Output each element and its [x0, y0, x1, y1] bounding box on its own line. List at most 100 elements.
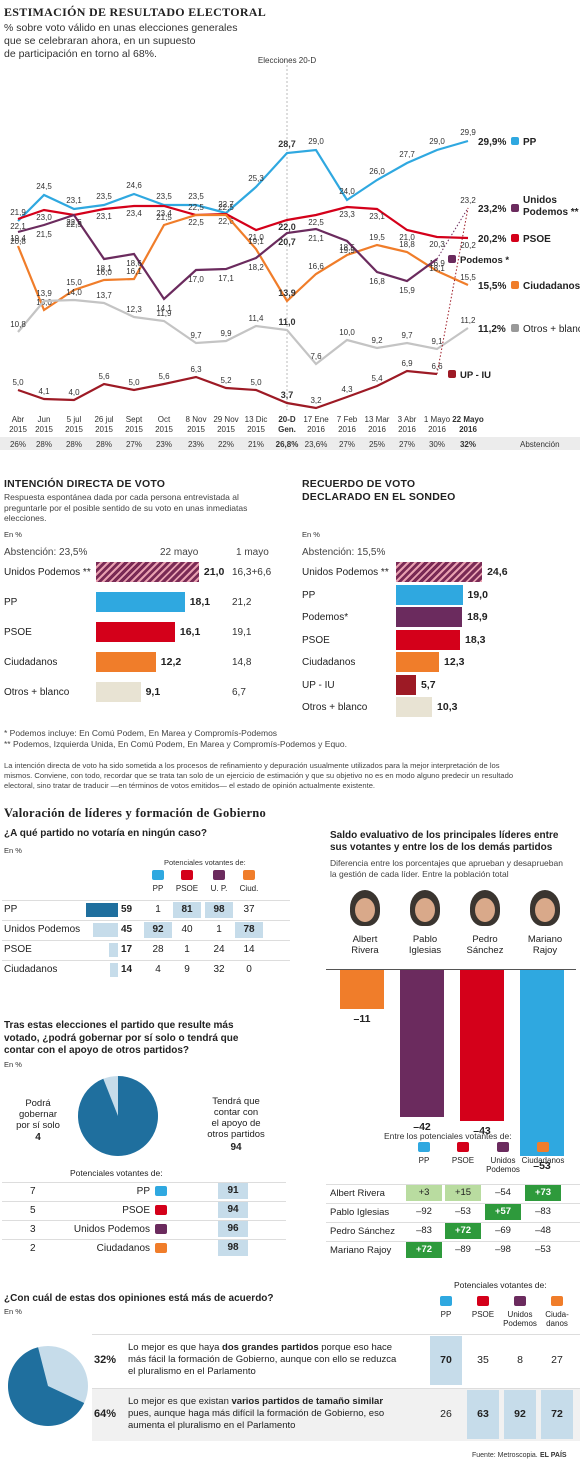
data-label: 15,0	[66, 278, 82, 287]
data-label: 4,0	[68, 388, 80, 397]
x-tick-label: Jun	[38, 415, 51, 424]
data-label: 10,0	[339, 328, 355, 337]
data-label: 3,7	[281, 390, 294, 400]
data-label: 9,9	[220, 329, 232, 338]
series-line-ciudadanos	[16, 213, 469, 312]
x-tick-label: Oct	[158, 415, 171, 424]
data-label: 23,2	[460, 196, 476, 205]
abstention-value: 26%	[10, 440, 26, 449]
table-row	[326, 1203, 580, 1221]
cell-value: 8	[517, 1354, 523, 1366]
data-label: 22,1	[10, 222, 26, 231]
cell-value: –89	[455, 1244, 471, 1255]
abstention-band	[0, 437, 580, 450]
table-row	[2, 1201, 286, 1219]
row-label: PSOE	[122, 1205, 150, 1216]
saldo-desc: Diferencia entre los porcentajes que apr…	[330, 858, 563, 879]
data-label: 9,7	[401, 331, 413, 340]
bar-label: PSOE	[4, 627, 32, 638]
bar	[96, 562, 199, 582]
previous-value: 19,1	[232, 627, 252, 638]
bar-label: Otros + blanco	[302, 702, 368, 713]
data-label: 22,5	[218, 203, 234, 212]
previous-value: 6,7	[232, 687, 246, 698]
podemos-logo-icon	[448, 255, 456, 263]
bar	[520, 970, 564, 1156]
table-row	[326, 1222, 580, 1240]
data-label: 11,4	[249, 314, 265, 323]
data-label: 22,7	[218, 200, 234, 209]
data-label: 22,5	[308, 218, 324, 227]
cell-value: 92	[504, 1390, 536, 1439]
bar	[96, 682, 141, 702]
bar	[400, 970, 444, 1117]
data-label: 19,9	[339, 246, 355, 255]
end-party-label: Otros + blanco	[523, 324, 580, 335]
data-label: 17,0	[188, 275, 204, 284]
bar-label: Ciudadanos	[302, 657, 356, 668]
page-title: ESTIMACIÓN DE RESULTADO ELECTORAL	[4, 5, 267, 19]
bar-value: 12,2	[160, 656, 182, 668]
opinion-text-pre: Lo mejor es que existan	[128, 1396, 232, 1407]
end-party-label: PP	[523, 137, 537, 148]
data-label: 6,9	[401, 359, 413, 368]
row-label: Unidos Podemos	[4, 924, 81, 935]
bar	[108, 943, 118, 957]
cell-value: 4	[155, 964, 161, 975]
opinion-text: Lo mejor es que existan varios partidos …	[128, 1396, 398, 1432]
row-label: Pedro Sánchez	[330, 1226, 395, 1237]
leader-name: Pablo	[412, 934, 438, 945]
data-label: 18,1	[96, 264, 112, 273]
data-label: 18,2	[248, 263, 264, 272]
nunca-unit: En %	[4, 846, 22, 855]
bar	[396, 607, 463, 627]
gobernar-unit: En %	[4, 1060, 22, 1069]
abstention-value: 32%	[460, 440, 476, 449]
abstention-value: 23,6%	[305, 440, 328, 449]
cell-value: –83	[416, 1225, 432, 1236]
end-value: 20,2%	[478, 234, 506, 245]
bar-label: PP	[4, 597, 18, 608]
previous-value: 21,2	[232, 597, 252, 608]
pie-right-label: el apoyo de	[211, 1118, 261, 1129]
data-label: 22,5	[188, 218, 204, 227]
series-line-otros-blanco	[17, 298, 469, 366]
recuerdo-abst: Abstención: 15,5%	[302, 547, 386, 558]
cell-value: +57	[485, 1204, 521, 1220]
data-label: 20,8	[10, 237, 26, 246]
col-header: U. P.	[210, 884, 228, 893]
col-header: Unidos	[490, 1156, 516, 1165]
leader-face	[535, 898, 555, 922]
bar-value: 17	[121, 944, 133, 955]
data-label: 6,6	[431, 362, 443, 371]
row-label: Pablo Iglesias	[330, 1207, 390, 1218]
data-label: 25,3	[248, 174, 264, 183]
bar-label: PSOE	[302, 634, 330, 646]
bar	[396, 674, 416, 695]
cell-value: 0	[246, 964, 252, 975]
cell-value: –54	[495, 1187, 511, 1198]
data-label: 5,0	[12, 378, 24, 387]
bar	[396, 562, 483, 582]
pie-left-label: por sí solo	[16, 1120, 60, 1131]
x-tick-label: 13 Dic	[245, 415, 268, 424]
opinion-text-post: porque eso hace más fácil la formación d…	[128, 1342, 397, 1377]
x-tick-label: Sept	[126, 415, 143, 424]
saldo-table: PP PSOE Unidos Podemos Ciudadanos Albert Rive…	[326, 1142, 580, 1262]
data-label: 22,5	[66, 218, 82, 227]
cell-value: 32	[213, 964, 225, 975]
cell-value: –83	[535, 1206, 551, 1217]
data-label: 21,9	[10, 208, 26, 217]
row-value-alone: 2	[30, 1243, 36, 1254]
notes: * Podemos incluye: En Comú Podem, En Mar…	[4, 728, 347, 749]
data-label: 23,1	[369, 212, 385, 221]
party-logo-icon	[155, 1243, 167, 1253]
pie-left-label: gobernar	[18, 1109, 58, 1120]
leader-face	[475, 898, 495, 922]
cell-value: –53	[455, 1206, 471, 1217]
opiniones-pie	[8, 1346, 88, 1426]
data-label: 5,2	[220, 376, 232, 385]
row-value-alone: 7	[30, 1186, 36, 1197]
row-label: Ciudadanos	[4, 964, 58, 975]
data-label: 13,0	[36, 298, 52, 307]
